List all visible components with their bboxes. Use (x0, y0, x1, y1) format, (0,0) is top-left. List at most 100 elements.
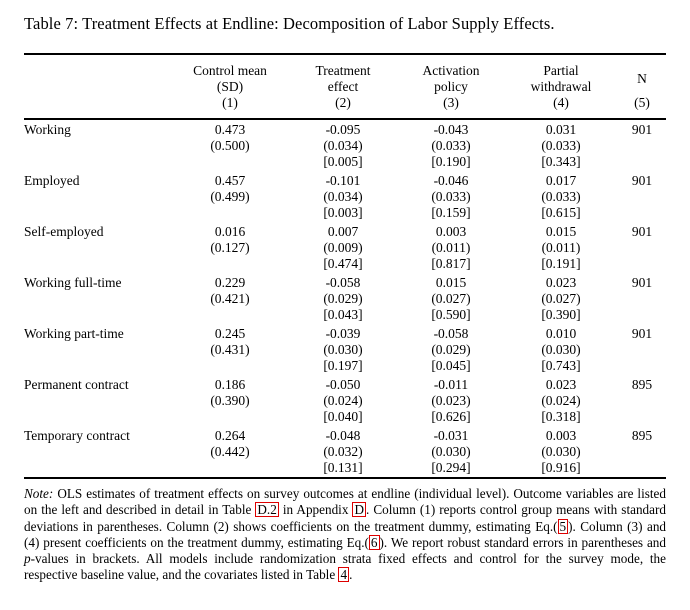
column-number: (1) (222, 95, 238, 110)
p-value: [0.474] (323, 255, 363, 271)
header-line: withdrawal (530, 79, 592, 94)
estimate: -0.095 (325, 121, 361, 137)
p-value: [0.005] (323, 153, 363, 169)
control-mean: 0.229 (214, 274, 246, 290)
control-mean: 0.473 (214, 121, 246, 137)
estimate: 0.023 (545, 376, 577, 392)
note-p-symbol: p (24, 551, 31, 567)
estimate: 0.017 (545, 172, 577, 188)
estimate: -0.046 (433, 172, 469, 188)
std-error: (0.030) (541, 341, 581, 357)
table-row: Employed 0.457 (0.499) -0.101 (0.034) [0… (24, 171, 666, 222)
note-text: in Appendix (278, 502, 353, 518)
estimate: -0.011 (433, 376, 469, 392)
control-sd: (0.421) (210, 290, 250, 306)
link-table-d2[interactable]: D.2 (255, 502, 279, 518)
estimate: -0.048 (325, 427, 361, 443)
table-row: Working full-time 0.229 (0.421) -0.058 (… (24, 273, 666, 324)
outcome-label: Working full-time (24, 274, 122, 290)
table-row: Self-employed 0.016 (0.127) 0.007 (0.009… (24, 222, 666, 273)
control-sd: (0.499) (210, 188, 250, 204)
std-error: (0.024) (323, 392, 363, 408)
link-appendix-d[interactable]: D (352, 502, 366, 518)
link-table-4[interactable]: 4 (338, 567, 350, 583)
paper-page: Table 7: Treatment Effects at Endline: D… (24, 14, 666, 584)
estimate: -0.050 (325, 376, 361, 392)
link-eq-6[interactable]: 6 (368, 534, 380, 550)
n-observations: 901 (631, 274, 653, 290)
n-observations: 895 (631, 376, 653, 392)
p-value: [0.191] (541, 255, 581, 271)
p-value: [0.040] (323, 408, 363, 424)
std-error: (0.034) (323, 137, 363, 153)
control-mean: 0.186 (214, 376, 246, 392)
column-header-partial-withdrawal: Partial withdrawal (4) (504, 54, 618, 119)
p-value: [0.390] (541, 306, 581, 322)
column-header-activation-policy: Activation policy (3) (398, 54, 504, 119)
std-error: (0.033) (431, 137, 471, 153)
std-error: (0.029) (431, 341, 471, 357)
estimate: 0.023 (545, 274, 577, 290)
n-observations: 901 (631, 325, 653, 341)
outcome-label: Working (24, 121, 71, 137)
p-value: [0.159] (431, 204, 471, 220)
note-text: . (349, 567, 353, 583)
n-observations: 901 (631, 223, 653, 239)
control-mean: 0.245 (214, 325, 246, 341)
control-mean: 0.457 (214, 172, 246, 188)
header-line: Partial (543, 63, 579, 78)
n-observations: 901 (631, 121, 653, 137)
p-value: [0.197] (323, 357, 363, 373)
control-mean: 0.016 (214, 223, 246, 239)
column-header-n: N (5) (618, 54, 666, 119)
std-error: (0.033) (541, 137, 581, 153)
outcome-label: Employed (24, 172, 80, 188)
p-value: [0.045] (431, 357, 471, 373)
estimate: -0.058 (433, 325, 469, 341)
p-value: [0.626] (431, 408, 471, 424)
outcome-label: Self-employed (24, 223, 104, 239)
table-title: Table 7: Treatment Effects at Endline: D… (24, 14, 555, 33)
note-text: -values in brackets. All models include … (24, 551, 666, 583)
p-value: [0.318] (541, 408, 581, 424)
std-error: (0.011) (431, 239, 471, 255)
std-error: (0.030) (323, 341, 363, 357)
p-value: [0.131] (323, 459, 363, 475)
p-value: [0.590] (431, 306, 471, 322)
control-mean: 0.264 (214, 427, 246, 443)
n-observations: 901 (631, 172, 653, 188)
estimate: 0.010 (545, 325, 577, 341)
p-value: [0.003] (323, 204, 363, 220)
outcome-label: Working part-time (24, 325, 124, 341)
estimate: 0.007 (327, 223, 359, 239)
std-error: (0.032) (323, 443, 363, 459)
table-row: Temporary contract 0.264 (0.442) -0.048 … (24, 426, 666, 478)
estimate: 0.003 (435, 223, 467, 239)
n-observations: 895 (631, 427, 653, 443)
std-error: (0.029) (323, 290, 363, 306)
p-value: [0.916] (541, 459, 581, 475)
link-eq-5[interactable]: 5 (557, 518, 569, 534)
column-header-treatment-effect: Treatment effect (2) (288, 54, 398, 119)
std-error: (0.030) (541, 443, 581, 459)
table-row: Working part-time 0.245 (0.431) -0.039 (… (24, 324, 666, 375)
std-error: (0.023) (431, 392, 471, 408)
std-error: (0.027) (541, 290, 581, 306)
std-error: (0.009) (323, 239, 363, 255)
p-value: [0.743] (541, 357, 581, 373)
std-error: (0.024) (541, 392, 581, 408)
outcome-label: Temporary contract (24, 427, 130, 443)
header-line: Treatment (315, 63, 371, 78)
note-text: ). We report robust standard errors in p… (379, 534, 666, 550)
std-error: (0.034) (323, 188, 363, 204)
table-note: Note: OLS estimates of treatment effects… (24, 486, 666, 584)
column-number: (5) (634, 95, 650, 110)
control-sd: (0.390) (210, 392, 250, 408)
estimate: 0.015 (545, 223, 577, 239)
std-error: (0.033) (431, 188, 471, 204)
control-sd: (0.431) (210, 341, 250, 357)
p-value: [0.817] (431, 255, 471, 271)
table-row: Permanent contract 0.186 (0.390) -0.050 … (24, 375, 666, 426)
p-value: [0.190] (431, 153, 471, 169)
outcome-label: Permanent contract (24, 376, 129, 392)
